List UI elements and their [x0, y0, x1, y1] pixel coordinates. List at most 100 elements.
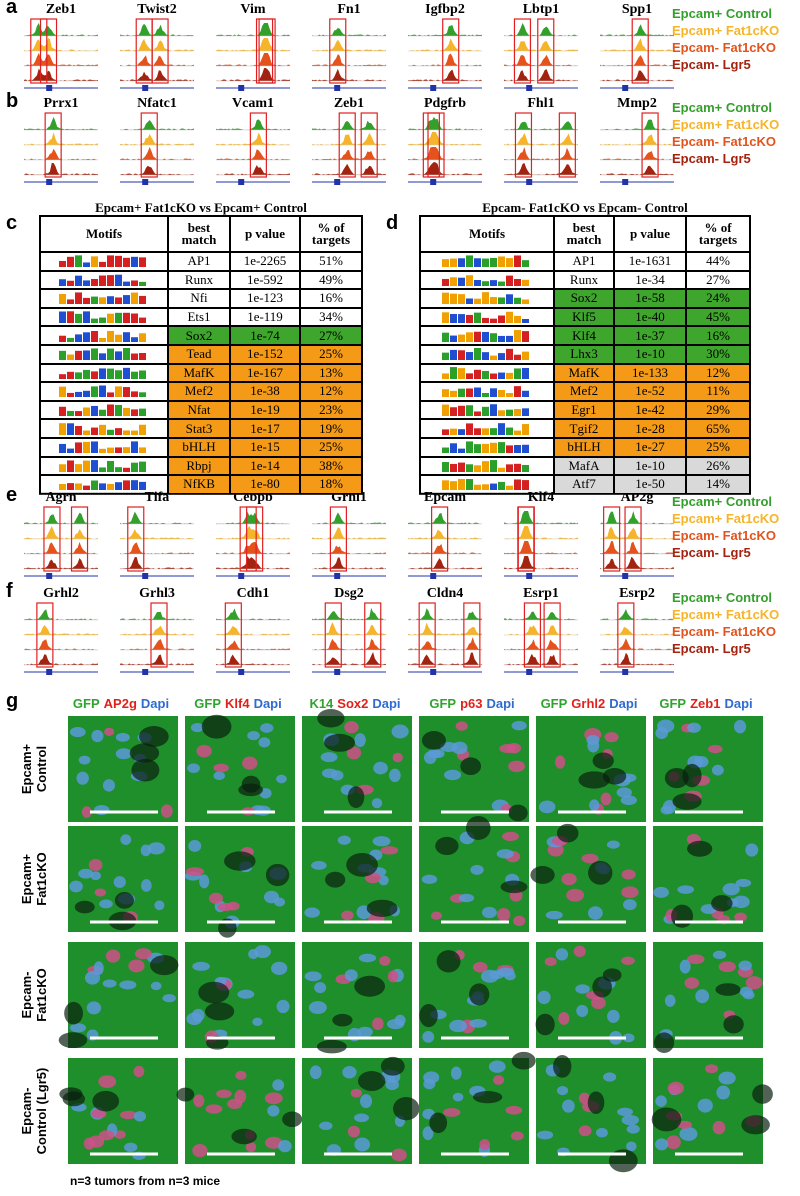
- logo-letter: [442, 389, 449, 398]
- logo-letter: [67, 371, 74, 379]
- logo-letter: [115, 312, 122, 324]
- logo-letter: [442, 480, 449, 491]
- table-cell: 18%: [300, 475, 362, 494]
- dark-region: [114, 892, 134, 909]
- dark-region: [366, 899, 398, 917]
- legend-entry: Epcam- Lgr5: [672, 545, 751, 560]
- nucleus: [213, 771, 226, 781]
- coverage-track: [600, 541, 674, 554]
- logo-letter: [115, 386, 122, 398]
- logo-letter: [458, 350, 465, 361]
- table-cell: 29%: [686, 400, 750, 420]
- nucleus: [621, 956, 635, 965]
- row-label: Epcam+ Control: [19, 744, 49, 794]
- nucleus: [712, 950, 727, 960]
- logo-letter: [139, 461, 146, 472]
- gene-name: Spp1: [621, 2, 653, 17]
- coverage-track: [24, 23, 98, 36]
- logo-letter: [474, 485, 481, 491]
- logo-letter: [442, 373, 449, 379]
- legend-entry: Epcam- Fat1cKO: [672, 134, 777, 149]
- table-cell: 1e-2265: [230, 252, 300, 271]
- logo-letter: [99, 449, 106, 454]
- coverage-track: [408, 652, 482, 665]
- gene-name: Mmp2: [617, 96, 657, 111]
- nucleus: [581, 853, 599, 864]
- nucleus: [596, 1127, 608, 1138]
- logo-letter: [458, 277, 465, 286]
- coverage-track: [312, 527, 386, 539]
- stain-name: GFP: [194, 696, 221, 711]
- coverage-track: [216, 23, 290, 36]
- peak-box: [517, 506, 535, 572]
- nucleus: [496, 849, 514, 859]
- logo-letter: [83, 369, 90, 379]
- logo-letter: [482, 406, 489, 417]
- motif-logo: [442, 275, 529, 286]
- logo-letter: [139, 317, 146, 324]
- stain-header: K14 Sox2 Dapi: [302, 696, 412, 711]
- logo-letter: [99, 386, 106, 398]
- table-cell: 1e-123: [230, 289, 300, 308]
- nucleus: [105, 949, 121, 963]
- logo-letter: [67, 411, 74, 417]
- peak-box: [418, 602, 436, 668]
- logo-letter: [59, 444, 66, 454]
- coverage-track: [312, 652, 386, 665]
- exon: [622, 669, 629, 675]
- nucleus: [586, 735, 600, 746]
- nucleus: [449, 1019, 467, 1033]
- coverage-track: [216, 149, 290, 160]
- peak-box: [624, 506, 642, 572]
- nucleus: [617, 1107, 634, 1117]
- dark-region: [62, 1091, 86, 1107]
- nucleus: [538, 800, 556, 814]
- panel-label: b: [6, 90, 19, 112]
- motif-logo-cell: [40, 289, 168, 308]
- nucleus: [537, 990, 551, 1005]
- logo-letter: [506, 393, 513, 398]
- peak-box: [442, 18, 460, 84]
- logo-letter: [83, 298, 90, 305]
- logo-letter: [498, 390, 505, 398]
- dark-region: [672, 793, 702, 810]
- coverage-track: [120, 528, 194, 539]
- table-cell: Atf7: [554, 475, 614, 494]
- peak-box: [427, 112, 445, 178]
- logo-letter: [442, 404, 449, 417]
- dark-region: [421, 730, 446, 750]
- logo-letter: [59, 374, 66, 379]
- logo-letter: [498, 422, 505, 435]
- exon: [46, 85, 53, 91]
- logo-letter: [450, 391, 457, 398]
- nucleus: [422, 1031, 435, 1043]
- logo-letter: [474, 427, 481, 435]
- legend-entry: Epcam+ Control: [672, 590, 773, 605]
- peak-box: [431, 506, 449, 572]
- coverage-track: [312, 149, 386, 160]
- logo-letter: [91, 459, 98, 472]
- table-cell: 49%: [300, 270, 362, 290]
- dark-region: [354, 975, 386, 997]
- dark-region: [752, 1084, 773, 1104]
- motif-logo: [59, 480, 146, 491]
- coverage-track: [24, 148, 98, 160]
- table-cell: 27%: [686, 270, 750, 290]
- logo-letter: [115, 256, 122, 268]
- table-cell: 16%: [686, 326, 750, 345]
- gene-name: Vim: [240, 2, 266, 17]
- logo-letter: [522, 445, 529, 454]
- logo-letter: [107, 392, 114, 398]
- nucleus: [120, 1110, 137, 1120]
- table-cell: bHLH: [554, 438, 614, 457]
- nucleus: [655, 1138, 669, 1151]
- nucleus: [276, 999, 290, 1014]
- coverage-track: [216, 608, 290, 620]
- motif-logo: [442, 459, 529, 472]
- nucleus: [188, 840, 202, 852]
- stain-name: K14: [309, 696, 334, 711]
- nucleus: [458, 893, 475, 903]
- table-cell: 1e-10: [614, 345, 686, 364]
- logo-letter: [458, 314, 465, 324]
- nucleus: [350, 1088, 363, 1098]
